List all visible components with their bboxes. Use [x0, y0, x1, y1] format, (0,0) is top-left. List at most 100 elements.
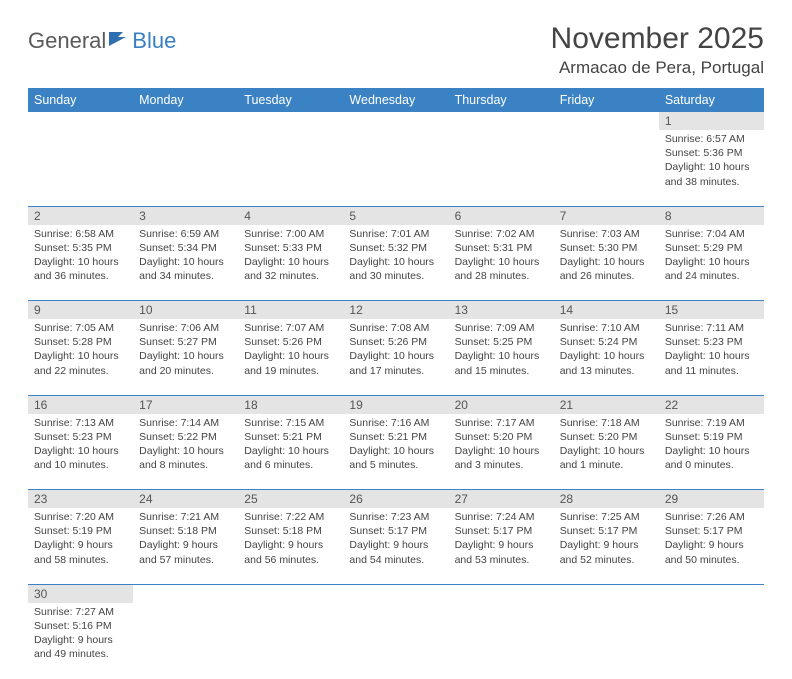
sunrise-text: Sunrise: 7:15 AM	[244, 416, 337, 430]
sunrise-text: Sunrise: 7:05 AM	[34, 321, 127, 335]
sunrise-text: Sunrise: 6:57 AM	[665, 132, 758, 146]
day-number-cell: 25	[238, 490, 343, 509]
day-number-cell: 16	[28, 395, 133, 414]
sunset-text: Sunset: 5:33 PM	[244, 241, 337, 255]
logo-text-1: General	[28, 28, 106, 54]
day-detail-cell: Sunrise: 7:18 AMSunset: 5:20 PMDaylight:…	[554, 414, 659, 490]
day-detail-cell	[449, 603, 554, 679]
day-number-cell: 28	[554, 490, 659, 509]
location: Armacao de Pera, Portugal	[551, 58, 764, 78]
sunset-text: Sunset: 5:29 PM	[665, 241, 758, 255]
sunset-text: Sunset: 5:17 PM	[665, 524, 758, 538]
day-detail-cell	[659, 603, 764, 679]
day-number-cell	[554, 112, 659, 130]
day-number-cell: 18	[238, 395, 343, 414]
sunrise-text: Sunrise: 7:19 AM	[665, 416, 758, 430]
logo: General Blue	[28, 22, 176, 54]
day-number-cell: 2	[28, 206, 133, 225]
sunset-text: Sunset: 5:17 PM	[455, 524, 548, 538]
sunrise-text: Sunrise: 7:20 AM	[34, 510, 127, 524]
day-detail-cell: Sunrise: 7:06 AMSunset: 5:27 PMDaylight:…	[133, 319, 238, 395]
day-detail-cell: Sunrise: 7:10 AMSunset: 5:24 PMDaylight:…	[554, 319, 659, 395]
daylight-text: Daylight: 10 hours and 30 minutes.	[349, 255, 442, 283]
sunrise-text: Sunrise: 6:58 AM	[34, 227, 127, 241]
calendar-table: Sunday Monday Tuesday Wednesday Thursday…	[28, 88, 764, 679]
calendar-header: Sunday Monday Tuesday Wednesday Thursday…	[28, 88, 764, 112]
sunset-text: Sunset: 5:35 PM	[34, 241, 127, 255]
day-number-cell	[343, 112, 448, 130]
day-detail-cell: Sunrise: 7:04 AMSunset: 5:29 PMDaylight:…	[659, 225, 764, 301]
day-detail-cell: Sunrise: 7:22 AMSunset: 5:18 PMDaylight:…	[238, 508, 343, 584]
sunset-text: Sunset: 5:23 PM	[34, 430, 127, 444]
sunset-text: Sunset: 5:24 PM	[560, 335, 653, 349]
day-number-cell: 10	[133, 301, 238, 320]
day-number-cell: 12	[343, 301, 448, 320]
sunrise-text: Sunrise: 7:26 AM	[665, 510, 758, 524]
daylight-text: Daylight: 10 hours and 24 minutes.	[665, 255, 758, 283]
day-number-cell: 14	[554, 301, 659, 320]
daylight-text: Daylight: 9 hours and 56 minutes.	[244, 538, 337, 566]
day-detail-cell: Sunrise: 7:21 AMSunset: 5:18 PMDaylight:…	[133, 508, 238, 584]
day-detail-cell: Sunrise: 7:25 AMSunset: 5:17 PMDaylight:…	[554, 508, 659, 584]
day-number-cell	[133, 584, 238, 603]
daylight-text: Daylight: 10 hours and 0 minutes.	[665, 444, 758, 472]
sunset-text: Sunset: 5:26 PM	[349, 335, 442, 349]
daylight-text: Daylight: 9 hours and 57 minutes.	[139, 538, 232, 566]
daynum-row: 16171819202122	[28, 395, 764, 414]
day-detail-cell: Sunrise: 7:09 AMSunset: 5:25 PMDaylight:…	[449, 319, 554, 395]
day-number-cell: 15	[659, 301, 764, 320]
weekday-header: Saturday	[659, 88, 764, 112]
day-number-cell	[554, 584, 659, 603]
weekday-header: Friday	[554, 88, 659, 112]
daylight-text: Daylight: 10 hours and 6 minutes.	[244, 444, 337, 472]
detail-row: Sunrise: 6:57 AMSunset: 5:36 PMDaylight:…	[28, 130, 764, 206]
daylight-text: Daylight: 10 hours and 19 minutes.	[244, 349, 337, 377]
daylight-text: Daylight: 10 hours and 8 minutes.	[139, 444, 232, 472]
day-number-cell: 4	[238, 206, 343, 225]
day-number-cell: 3	[133, 206, 238, 225]
page-header: General Blue November 2025 Armacao de Pe…	[28, 22, 764, 78]
day-detail-cell	[554, 130, 659, 206]
day-detail-cell: Sunrise: 6:59 AMSunset: 5:34 PMDaylight:…	[133, 225, 238, 301]
daylight-text: Daylight: 10 hours and 32 minutes.	[244, 255, 337, 283]
sunset-text: Sunset: 5:23 PM	[665, 335, 758, 349]
day-detail-cell	[28, 130, 133, 206]
sunset-text: Sunset: 5:27 PM	[139, 335, 232, 349]
sunset-text: Sunset: 5:21 PM	[244, 430, 337, 444]
daylight-text: Daylight: 10 hours and 3 minutes.	[455, 444, 548, 472]
day-number-cell: 5	[343, 206, 448, 225]
day-number-cell: 19	[343, 395, 448, 414]
sunrise-text: Sunrise: 7:09 AM	[455, 321, 548, 335]
day-detail-cell: Sunrise: 7:07 AMSunset: 5:26 PMDaylight:…	[238, 319, 343, 395]
day-detail-cell	[133, 603, 238, 679]
sunset-text: Sunset: 5:30 PM	[560, 241, 653, 255]
sunrise-text: Sunrise: 7:04 AM	[665, 227, 758, 241]
sunrise-text: Sunrise: 7:24 AM	[455, 510, 548, 524]
sunrise-text: Sunrise: 7:18 AM	[560, 416, 653, 430]
day-number-cell	[659, 584, 764, 603]
weekday-header: Sunday	[28, 88, 133, 112]
day-number-cell: 29	[659, 490, 764, 509]
daylight-text: Daylight: 9 hours and 52 minutes.	[560, 538, 653, 566]
daynum-row: 1	[28, 112, 764, 130]
sunrise-text: Sunrise: 7:03 AM	[560, 227, 653, 241]
daylight-text: Daylight: 10 hours and 34 minutes.	[139, 255, 232, 283]
sunrise-text: Sunrise: 7:00 AM	[244, 227, 337, 241]
sunrise-text: Sunrise: 7:11 AM	[665, 321, 758, 335]
sunset-text: Sunset: 5:16 PM	[34, 619, 127, 633]
sunset-text: Sunset: 5:31 PM	[455, 241, 548, 255]
sunset-text: Sunset: 5:19 PM	[665, 430, 758, 444]
daylight-text: Daylight: 10 hours and 26 minutes.	[560, 255, 653, 283]
sunset-text: Sunset: 5:18 PM	[244, 524, 337, 538]
sunset-text: Sunset: 5:20 PM	[560, 430, 653, 444]
logo-text-2: Blue	[132, 28, 176, 54]
day-detail-cell: Sunrise: 7:24 AMSunset: 5:17 PMDaylight:…	[449, 508, 554, 584]
sunset-text: Sunset: 5:21 PM	[349, 430, 442, 444]
daylight-text: Daylight: 10 hours and 17 minutes.	[349, 349, 442, 377]
day-detail-cell: Sunrise: 7:05 AMSunset: 5:28 PMDaylight:…	[28, 319, 133, 395]
sunrise-text: Sunrise: 7:02 AM	[455, 227, 548, 241]
day-detail-cell: Sunrise: 7:11 AMSunset: 5:23 PMDaylight:…	[659, 319, 764, 395]
daylight-text: Daylight: 10 hours and 11 minutes.	[665, 349, 758, 377]
sunrise-text: Sunrise: 7:14 AM	[139, 416, 232, 430]
day-detail-cell: Sunrise: 7:13 AMSunset: 5:23 PMDaylight:…	[28, 414, 133, 490]
